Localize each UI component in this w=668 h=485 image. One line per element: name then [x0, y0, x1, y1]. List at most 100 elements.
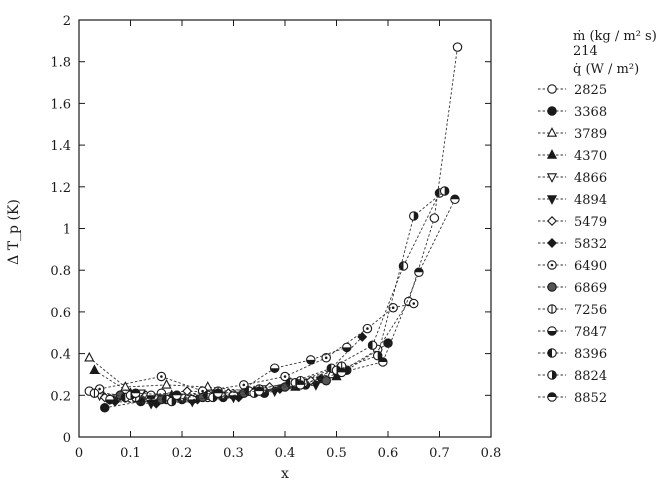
data-point — [105, 394, 115, 405]
y-tick-label: 1.4 — [50, 139, 71, 154]
legend-item: 7847 — [538, 325, 607, 340]
x-tick-label: 0.8 — [481, 446, 502, 461]
legend-marker — [546, 173, 558, 183]
data-point — [439, 186, 450, 196]
data-point — [414, 267, 424, 278]
x-tick-label: 0.5 — [326, 446, 347, 461]
series-6490 — [94, 298, 419, 396]
legend-item: 3368 — [538, 105, 607, 120]
legend-item: 8852 — [538, 391, 607, 406]
y-tick-label: 0.8 — [50, 264, 71, 279]
series-line — [130, 190, 445, 403]
legend-marker — [547, 238, 557, 248]
plot-area — [78, 19, 492, 438]
series-2825 — [84, 42, 463, 403]
legend-label: 5479 — [574, 215, 607, 230]
series-line — [89, 47, 458, 398]
data-point — [408, 298, 419, 309]
x-axis: 0 0.1 0.2 0.3 0.4 0.5 0.6 0.7 0.8 — [75, 20, 501, 461]
legend-item: 4866 — [538, 171, 607, 186]
legend-marker — [547, 106, 557, 116]
data-point — [295, 380, 306, 390]
y-tick-label: 0.2 — [50, 389, 71, 404]
legend-marker — [547, 216, 557, 226]
data-point — [100, 403, 110, 413]
data-point — [321, 353, 331, 363]
series-8852 — [130, 194, 460, 401]
x-tick-label: 0.2 — [172, 446, 193, 461]
legend-marker — [547, 304, 557, 314]
data-point — [305, 355, 316, 365]
legend-label: 8396 — [574, 347, 607, 362]
x-tick-label: 0.1 — [120, 446, 141, 461]
legend-marker — [546, 149, 558, 159]
legend-marker — [547, 392, 557, 402]
legend-item: 6869 — [538, 281, 607, 296]
data-point — [146, 390, 156, 401]
data-point — [172, 390, 182, 401]
data-point — [280, 371, 290, 382]
y-tick-label: 2 — [63, 14, 71, 29]
data-point — [452, 42, 463, 52]
legend-label: 4866 — [574, 171, 607, 186]
legend-marker — [546, 195, 558, 205]
legend-mass-flux-label: ṁ (kg / m² s) — [573, 29, 657, 44]
legend-label: 7847 — [574, 325, 607, 340]
data-point — [89, 364, 100, 375]
y-tick-label: 0.6 — [50, 306, 71, 321]
legend-marker — [547, 348, 557, 358]
legend-marker — [547, 84, 557, 94]
legend-item: 3789 — [538, 127, 607, 142]
legend-item: 4894 — [538, 193, 607, 208]
legend-marker — [547, 326, 557, 336]
legend-marker — [547, 370, 557, 380]
legend-item: 2825 — [538, 83, 607, 98]
legend-marker — [547, 282, 557, 292]
data-point — [182, 386, 193, 397]
data-point — [450, 194, 460, 205]
legend-label: 6869 — [574, 281, 607, 296]
legend: ṁ (kg / m² s) 214 q̇ (W / m²) 2825 3368 37… — [538, 29, 657, 406]
legend-item: 4370 — [538, 149, 607, 164]
y-axis: 0 0.2 0.4 0.6 0.8 1 1.2 1.4 1.6 1.8 2 — [50, 14, 491, 446]
y-axis-label: Δ T_p (K) — [6, 199, 22, 265]
legend-heat-flux-label: q̇ (W / m²) — [573, 62, 639, 77]
y-tick-label: 0.4 — [50, 348, 71, 363]
data-point — [254, 386, 265, 396]
legend-marker — [547, 260, 557, 270]
series-line — [125, 192, 440, 400]
legend-marker — [546, 127, 558, 137]
data-point — [213, 388, 223, 398]
data-point — [357, 331, 368, 342]
series-line — [99, 303, 414, 392]
y-tick-label: 1.2 — [50, 181, 71, 196]
data-point — [342, 342, 352, 353]
data-point — [372, 350, 383, 361]
x-tick-label: 0.6 — [378, 446, 399, 461]
legend-item: 8396 — [538, 347, 607, 362]
legend-item: 5832 — [538, 237, 607, 252]
legend-mass-flux-value: 214 — [573, 44, 598, 59]
data-point — [130, 388, 141, 398]
data-point — [336, 367, 347, 378]
x-tick-label: 0.7 — [429, 446, 450, 461]
legend-label: 4370 — [574, 149, 607, 164]
x-axis-label: x — [281, 466, 289, 482]
data-point — [321, 375, 331, 386]
data-point — [89, 388, 100, 398]
data-point — [156, 371, 167, 382]
data-point — [408, 211, 419, 221]
data-point — [367, 340, 378, 351]
y-tick-label: 1.8 — [50, 56, 71, 71]
legend-label: 8852 — [574, 391, 607, 406]
legend-item: 5479 — [538, 215, 607, 230]
legend-label: 3368 — [574, 105, 607, 120]
data-point — [269, 363, 280, 373]
x-tick-label: 0.4 — [275, 446, 296, 461]
y-tick-label: 0 — [63, 431, 71, 446]
y-tick-label: 1 — [63, 223, 71, 238]
legend-label: 7256 — [574, 303, 607, 318]
legend-label: 4894 — [574, 193, 607, 208]
data-point — [429, 213, 440, 223]
